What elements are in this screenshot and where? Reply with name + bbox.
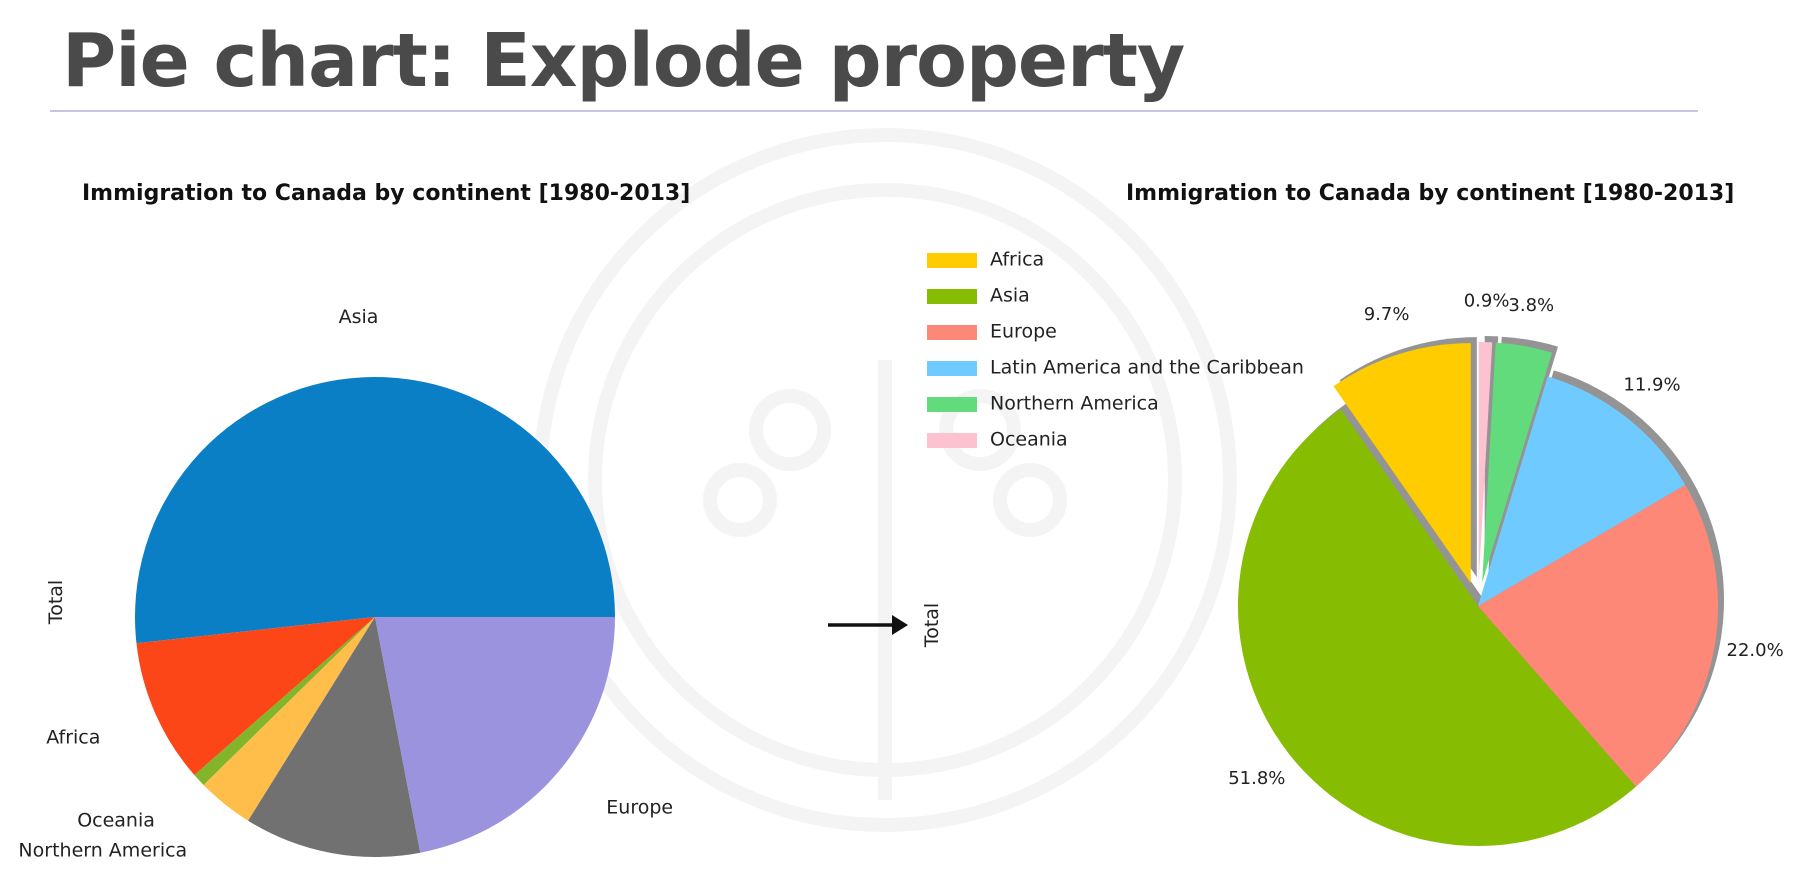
right-slice-latin-america-and-the-caribbean — [1478, 376, 1686, 606]
legend-label-northern-america: Northern America — [990, 393, 1159, 415]
title-divider — [50, 110, 1698, 112]
legend: Africa Asia Europe Latin America and the Ca… — [927, 249, 1304, 451]
left-label-asia: Asia — [339, 306, 379, 328]
right-slice-europe — [1478, 484, 1719, 787]
left-slice-africa — [136, 617, 375, 776]
left-slice-oceania — [194, 617, 375, 785]
pct-label-asia: 51.8% — [1228, 768, 1285, 789]
right-chart-title: Immigration to Canada by continent [1980… — [1126, 181, 1734, 206]
legend-swatch-oceania — [927, 433, 977, 448]
right-pie-slices — [1237, 342, 1719, 847]
watermark-logo — [533, 128, 1237, 832]
right-slice-asia — [1237, 409, 1637, 847]
left-slice-northern-america — [203, 617, 375, 821]
left-pie-chart: Immigration to Canada by continent [1980… — [18, 181, 690, 862]
pct-label-europe: 22.0% — [1727, 640, 1784, 661]
right-slice-africa — [1333, 343, 1471, 584]
left-label-oceania: Oceania — [77, 809, 155, 831]
legend-swatch-asia — [927, 289, 977, 304]
legend-label-africa: Africa — [990, 249, 1044, 271]
pct-label-northern-america: 3.8% — [1508, 295, 1554, 316]
left-slice-asia — [135, 376, 615, 644]
left-label-europe: Europe — [606, 797, 673, 819]
left-y-axis-label: Total — [45, 580, 67, 625]
legend-swatch-northern-america — [927, 397, 977, 412]
arrow-icon — [828, 615, 908, 635]
pct-label-oceania: 0.9% — [1464, 290, 1510, 311]
legend-label-oceania: Oceania — [990, 429, 1068, 451]
pct-label-africa: 9.7% — [1364, 304, 1410, 325]
right-pie-labels: 9.7% 51.8% 22.0% 11.9% 3.8%0.9% — [1228, 290, 1783, 789]
page-title: Pie chart: Explode property — [62, 18, 1185, 104]
legend-label-europe: Europe — [990, 321, 1057, 343]
right-y-axis-label: Total — [921, 603, 943, 648]
right-slice-northern-america — [1482, 342, 1552, 583]
legend-swatch-latin-america-and-the-caribbean — [927, 361, 977, 376]
left-pie-slices — [135, 376, 615, 858]
left-chart-title: Immigration to Canada by continent [1980… — [82, 181, 690, 206]
left-label-northern-america: Northern America — [18, 840, 187, 862]
left-slice-europe — [375, 617, 615, 853]
left-label-africa: Africa — [46, 726, 100, 748]
right-pie-chart: Immigration to Canada by continent [1980… — [921, 181, 1784, 847]
legend-label-latin-america-and-the-caribbean: Latin America and the Caribbean — [990, 357, 1304, 379]
legend-swatch-europe — [927, 325, 977, 340]
left-slice-latin-america-and-the-caribbean — [248, 617, 421, 858]
right-slice-oceania — [1478, 342, 1493, 583]
legend-label-asia: Asia — [990, 285, 1030, 307]
legend-swatch-africa — [927, 253, 977, 268]
pct-label-latin-america-and-the-caribbean: 11.9% — [1623, 375, 1680, 396]
